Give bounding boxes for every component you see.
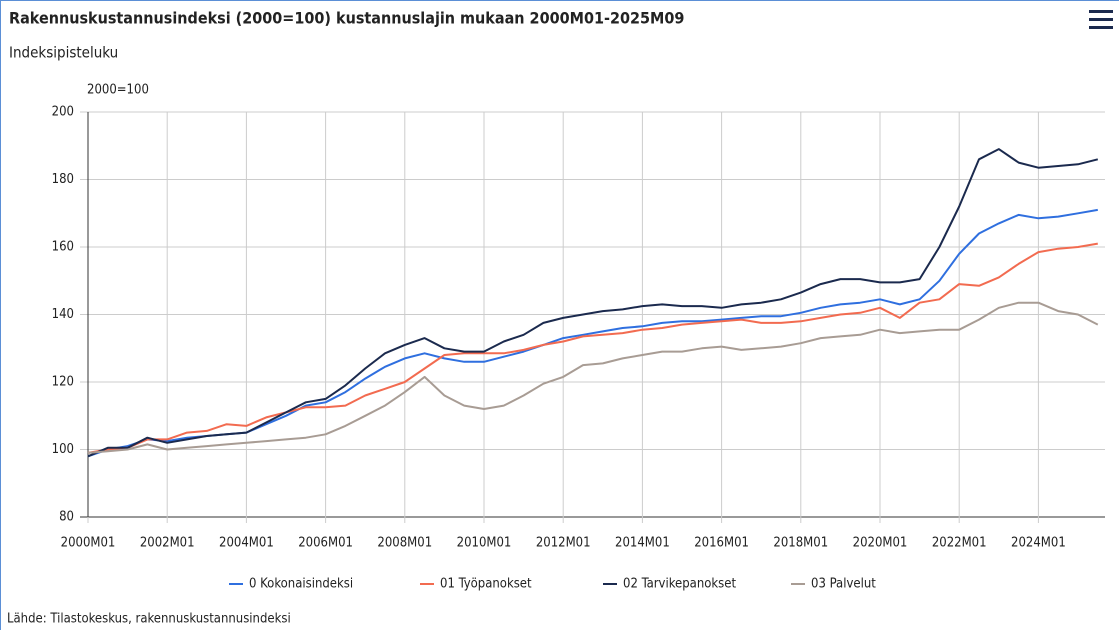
chart-title: Rakennuskustannusindeksi (2000=100) kust… xyxy=(9,9,684,28)
x-tick-label: 2020M01 xyxy=(853,536,908,551)
x-tick-label: 2024M01 xyxy=(1011,536,1066,551)
legend-label: 0 Kokonaisindeksi xyxy=(249,577,353,592)
y-tick-label: 120 xyxy=(52,375,74,390)
chart-subtitle: Indeksipisteluku xyxy=(9,44,118,62)
menu-bar[interactable] xyxy=(1089,26,1113,29)
x-tick-label: 2010M01 xyxy=(457,536,512,551)
x-tick-label: 2018M01 xyxy=(773,536,828,551)
menu-bar[interactable] xyxy=(1089,10,1113,13)
y-tick-label: 200 xyxy=(52,105,74,120)
menu-icon[interactable] xyxy=(1089,10,1113,29)
x-tick-label: 2006M01 xyxy=(298,536,353,551)
legend-label: 01 Työpanokset xyxy=(440,577,532,592)
x-tick-label: 2004M01 xyxy=(219,536,274,551)
x-tick-label: 2012M01 xyxy=(536,536,591,551)
series-line xyxy=(87,242,1098,454)
source: Lähde: Tilastokeskus, rakennuskustannusi… xyxy=(7,612,291,627)
x-tick-label: 2022M01 xyxy=(932,536,987,551)
x-tick-label: 2000M01 xyxy=(61,536,116,551)
x-tick-label: 2014M01 xyxy=(615,536,670,551)
y-tick-label: 100 xyxy=(52,442,74,457)
y-unit: 2000=100 xyxy=(87,83,149,98)
x-tick-label: 2008M01 xyxy=(377,536,432,551)
x-tick-label: 2002M01 xyxy=(140,536,195,551)
legend-label: 02 Tarvikepanokset xyxy=(623,577,736,592)
series-line xyxy=(87,148,1099,458)
menu-bar[interactable] xyxy=(1089,18,1113,21)
series-line xyxy=(87,301,1099,454)
y-tick-label: 80 xyxy=(59,510,74,525)
y-tick-label: 180 xyxy=(52,172,74,187)
x-tick-label: 2016M01 xyxy=(694,536,749,551)
y-tick-label: 140 xyxy=(52,307,74,322)
legend-label: 03 Palvelut xyxy=(811,577,876,592)
y-tick-label: 160 xyxy=(52,240,74,255)
